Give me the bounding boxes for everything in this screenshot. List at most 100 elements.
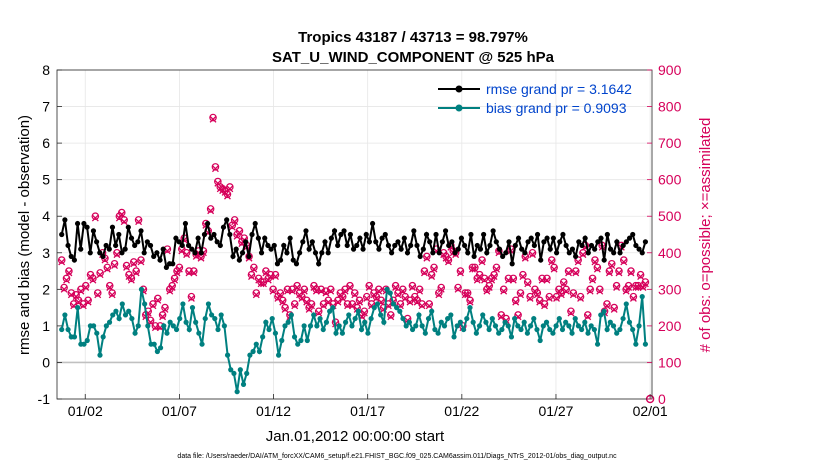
rmse-point: [515, 235, 522, 241]
rmse-point: [147, 242, 154, 249]
y-tick-label: -1: [38, 391, 51, 407]
bias-point: [610, 323, 617, 329]
bias-point: [499, 326, 505, 333]
bias-point: [623, 301, 629, 307]
obs-possible-point: [396, 300, 405, 308]
bias-point: [432, 326, 438, 333]
obs-possible-point: [257, 278, 265, 286]
rmse-point: [94, 239, 100, 245]
rmse-point: [103, 242, 109, 249]
obs-possible-point: [89, 274, 97, 283]
bias-point: [183, 319, 189, 325]
bias-point: [234, 389, 240, 395]
bias-point: [537, 337, 543, 344]
obs-assimilated-stroke: [529, 251, 536, 259]
bias-point: [320, 326, 326, 333]
rmse-point: [392, 242, 398, 249]
bias-point: [346, 312, 352, 318]
rmse-point: [74, 220, 81, 227]
obs-assimilated-point: [209, 115, 217, 123]
rmse-point: [274, 261, 281, 267]
rmse-point: [525, 239, 531, 245]
legend-bias-marker: [455, 104, 463, 112]
y-right-tick-label: 200: [658, 318, 682, 334]
obs-possible-point: [499, 285, 508, 294]
obs-possible-point: [276, 289, 285, 297]
bias-point: [365, 330, 371, 336]
bias-point: [483, 319, 489, 325]
rmse-point: [208, 235, 214, 241]
rmse-point: [458, 235, 465, 241]
legend-bias-label: bias grand pr = 0.9093: [486, 100, 627, 116]
obs-possible-point: [593, 263, 602, 272]
obs-assimilated-point: [137, 258, 145, 266]
bias-point: [228, 367, 234, 373]
obs-assimilated-point: [423, 254, 431, 262]
obs-assimilated-point: [481, 276, 488, 284]
rmse-point: [417, 253, 423, 260]
obs-assimilated-stroke: [252, 291, 260, 299]
rmse-point: [81, 220, 87, 227]
obs-possible-point: [586, 285, 594, 294]
obs-assimilated-stroke: [627, 269, 635, 277]
obs-assimilated-stroke: [231, 218, 239, 226]
obs-assimilated-point: [103, 265, 111, 273]
obs-assimilated-stroke: [149, 302, 157, 310]
obs-possible-point: [514, 311, 522, 319]
obs-assimilated-point: [541, 302, 548, 310]
bias-point: [154, 348, 160, 355]
bias-point: [193, 319, 199, 325]
obs-assimilated-stroke: [572, 269, 580, 277]
obs-assimilated-stroke: [589, 276, 597, 284]
obs-assimilated-point: [565, 269, 573, 277]
obs-possible-point: [627, 267, 635, 275]
rmse-point: [331, 228, 338, 234]
obs-assimilated-stroke: [620, 258, 628, 266]
obs-possible-point: [168, 281, 177, 290]
rmse-point: [595, 239, 601, 245]
obs-assimilated-point: [526, 295, 534, 302]
obs-assimilated-stroke: [108, 291, 116, 299]
bias-point: [601, 308, 607, 314]
bias-point: [425, 315, 432, 322]
rmse-point: [553, 250, 560, 256]
rmse-point: [490, 228, 496, 234]
rmse-point: [338, 231, 344, 238]
obs-possible-point: [516, 289, 525, 297]
obs-possible-point: [60, 283, 68, 292]
obs-assimilated-point: [524, 280, 532, 288]
obs-assimilated-stroke: [593, 265, 601, 273]
rmse-point: [303, 228, 309, 234]
bias-point: [588, 323, 594, 329]
bias-point: [614, 330, 620, 336]
bias-point: [215, 326, 221, 333]
obs-possible-point: [386, 311, 395, 319]
obs-assimilated-stroke: [548, 258, 556, 266]
bias-point: [371, 305, 377, 311]
bias-point: [260, 334, 266, 340]
bias-point: [607, 319, 613, 325]
obs-assimilated-point: [365, 284, 373, 291]
bias-point: [387, 290, 393, 296]
obs-assimilated-stroke: [137, 258, 145, 266]
rmse-point: [170, 261, 176, 267]
rmse-point: [230, 253, 236, 260]
obs-possible-point: [324, 296, 333, 305]
rmse-point: [366, 239, 373, 245]
rmse-point: [116, 231, 122, 238]
obs-possible-point: [105, 281, 114, 290]
obs-possible-point: [619, 256, 628, 264]
rmse-point: [287, 235, 293, 241]
bias-point: [100, 334, 106, 340]
obs-possible-point: [480, 274, 489, 283]
obs-assimilated-stroke: [413, 298, 421, 306]
obs-possible-point: [117, 208, 126, 217]
rmse-point: [395, 239, 401, 245]
obs-assimilated-point: [159, 313, 167, 321]
obs-possible-point: [497, 311, 506, 319]
rmse-point: [268, 246, 274, 252]
bias-point: [199, 341, 205, 347]
obs-possible-point: [302, 296, 311, 305]
obs-assimilated-stroke: [574, 258, 582, 266]
obs-possible-point: [209, 113, 217, 122]
